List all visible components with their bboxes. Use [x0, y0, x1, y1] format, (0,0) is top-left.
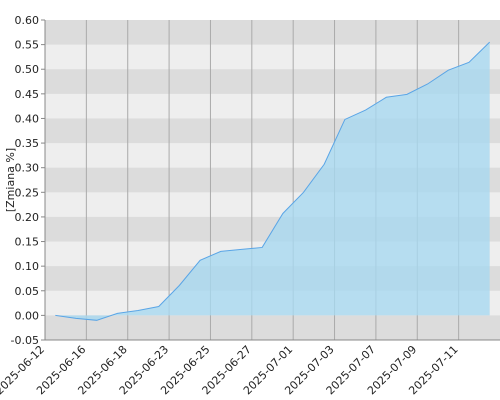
- y-tick-label: 0.40: [15, 112, 40, 125]
- y-tick-label: 0.25: [15, 186, 40, 199]
- y-tick-label: 0.00: [15, 309, 40, 322]
- y-tick-label: 0.55: [15, 39, 40, 52]
- y-tick-label: 0.15: [15, 236, 40, 249]
- area-fill: [55, 42, 490, 321]
- y-tick-label: 0.35: [15, 137, 40, 150]
- y-tick-label: -0.05: [11, 334, 39, 347]
- y-axis-label: [Zmiana %]: [4, 148, 17, 212]
- y-tick-label: 0.05: [15, 285, 40, 298]
- y-tick-label: 0.20: [15, 211, 40, 224]
- y-tick-label: 0.30: [15, 162, 40, 175]
- y-tick-label: 0.45: [15, 88, 40, 101]
- plot-band: [45, 315, 500, 340]
- y-tick-label: 0.10: [15, 260, 40, 273]
- plot-band: [45, 20, 500, 45]
- y-tick-label: 0.50: [15, 63, 40, 76]
- y-tick-label: 0.60: [15, 14, 40, 27]
- area-line: [55, 41, 491, 321]
